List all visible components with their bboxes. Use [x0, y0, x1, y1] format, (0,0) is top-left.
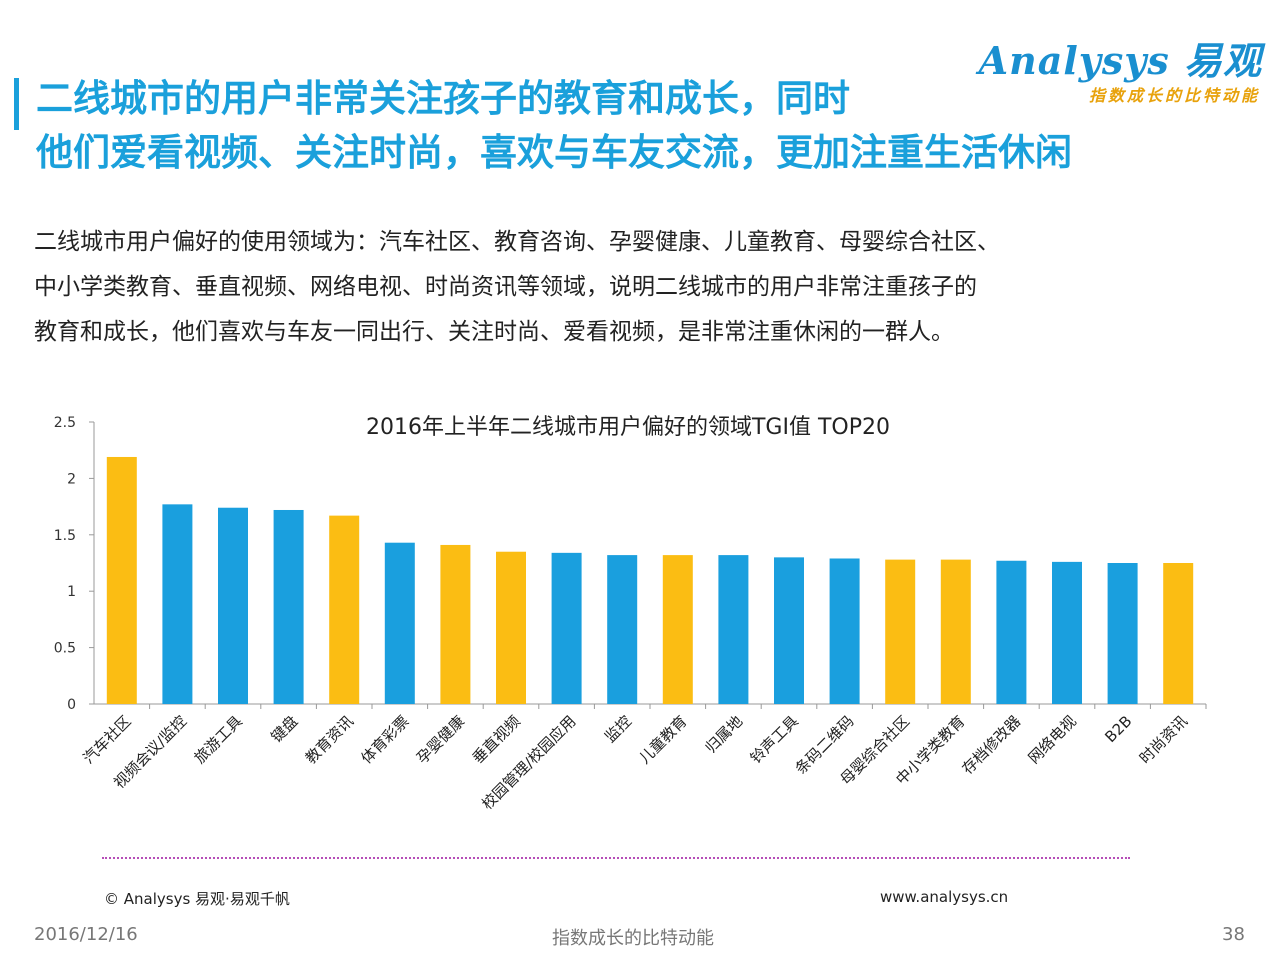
x-tick-label: 校园管理/校园应用 — [478, 712, 579, 813]
brand-logo: Analysys 易观 指数成长的比特动能 — [979, 30, 1262, 110]
footer-slogan: 指数成长的比特动能 — [552, 928, 714, 949]
x-tick-label: 教育资讯 — [302, 712, 357, 767]
bar — [885, 559, 916, 704]
y-tick-label: 1 — [67, 584, 76, 600]
y-tick-label: 0 — [67, 697, 76, 713]
x-tick-label: 儿童教育 — [635, 712, 690, 767]
x-tick-label: 垂直视频 — [469, 712, 524, 767]
footer-date: 2016/12/16 — [34, 924, 138, 945]
bar — [384, 542, 415, 704]
x-tick-label: 网络电视 — [1025, 712, 1080, 767]
page-title: 二线城市的用户非常关注孩子的教育和成长，同时 他们爱看视频、关注时尚，喜欢与车友… — [36, 72, 1072, 180]
bar — [551, 552, 582, 704]
page-title-line-2: 他们爱看视频、关注时尚，喜欢与车友交流，更加注重生活休闲 — [36, 131, 1072, 174]
bar — [162, 504, 193, 704]
tgi-bar-chart: 2016年上半年二线城市用户偏好的领域TGI值 TOP20 0 0.5 1 1.5 2 2… — [54, 415, 1207, 813]
bar — [774, 557, 804, 704]
copyright-text: © Analysys 易观·易观千帆 — [104, 890, 290, 908]
x-tick-label: 孕婴健康 — [413, 712, 468, 767]
bar — [1107, 563, 1138, 704]
intro-line-3: 教育和成长，他们喜欢与车友一同出行、关注时尚、爱看视频，是非常注重休闲的一群人。 — [34, 319, 954, 345]
bar — [496, 551, 526, 704]
footer-divider — [102, 857, 1130, 859]
bar — [996, 560, 1027, 704]
x-tick-label: 键盘 — [267, 712, 301, 746]
y-tick-label: 0.5 — [54, 641, 76, 657]
bar — [329, 515, 360, 704]
bar — [718, 555, 749, 704]
bar — [273, 509, 304, 704]
y-tick-label: 1.5 — [54, 528, 76, 544]
x-tick-label: 旅游工具 — [191, 712, 246, 767]
bar — [940, 559, 971, 704]
x-tick-label: 铃声工具 — [747, 712, 802, 767]
bar — [662, 555, 693, 704]
brand-logo-tagline: 指数成长的比特动能 — [1088, 86, 1260, 105]
bar — [1052, 561, 1082, 704]
y-tick-label: 2.5 — [54, 415, 76, 431]
chart-title: 2016年上半年二线城市用户偏好的领域TGI值 TOP20 — [366, 415, 890, 440]
bar — [440, 544, 471, 704]
y-axis: 0 0.5 1 1.5 2 2.5 — [54, 415, 95, 713]
intro-paragraph: 二线城市用户偏好的使用领域为：汽车社区、教育咨询、孕婴健康、儿童教育、母婴综合社… — [34, 220, 1234, 355]
x-tick-label: 监控 — [601, 712, 635, 746]
bar-series — [106, 456, 1194, 704]
x-tick-label: 归属地 — [702, 712, 747, 757]
intro-line-1: 二线城市用户偏好的使用领域为：汽车社区、教育咨询、孕婴健康、儿童教育、母婴综合社… — [34, 229, 1000, 255]
bar — [607, 555, 638, 704]
intro-line-2: 中小学类教育、垂直视频、网络电视、时尚资讯等领域，说明二线城市的用户非常注重孩子… — [34, 274, 977, 300]
page-title-line-1: 二线城市的用户非常关注孩子的教育和成长，同时 — [36, 77, 850, 120]
x-tick-label: 时尚资讯 — [1136, 712, 1191, 767]
bar — [218, 507, 248, 704]
x-tick-label: 存档修改器 — [958, 712, 1024, 778]
bar — [829, 558, 860, 704]
x-tick-label: B2B — [1101, 712, 1135, 746]
x-axis — [94, 703, 1207, 709]
page-number: 38 — [1222, 924, 1245, 945]
y-tick-label: 2 — [67, 471, 76, 487]
website-link[interactable]: www.analysys.cn — [880, 888, 1009, 906]
bar — [1163, 563, 1194, 704]
title-accent-bar — [14, 78, 19, 130]
x-tick-label: 体育彩票 — [357, 712, 412, 767]
x-tick-label: 汽车社区 — [79, 712, 134, 767]
brand-logo-name: Analysys 易观 — [978, 38, 1262, 83]
bar — [106, 456, 137, 704]
